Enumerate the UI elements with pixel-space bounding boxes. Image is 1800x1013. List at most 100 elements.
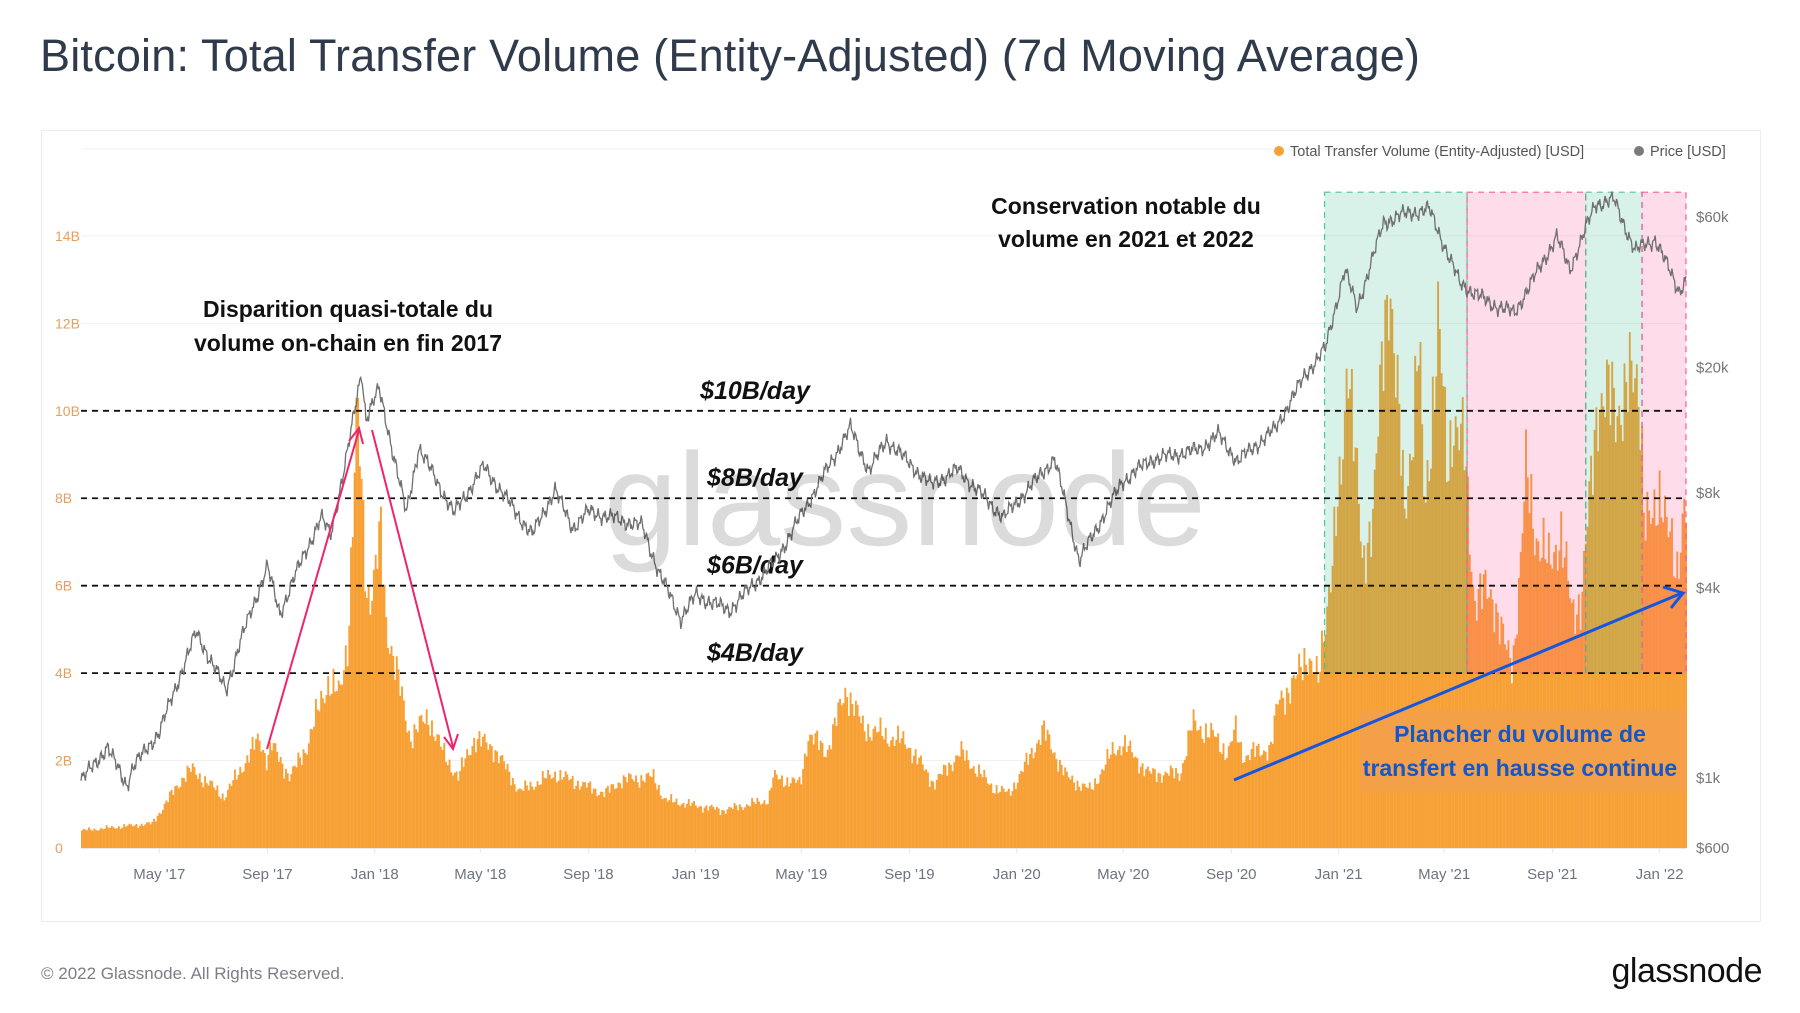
volume-bar <box>677 804 680 848</box>
x-tick-label: Sep '20 <box>1206 866 1256 883</box>
volume-bar <box>795 782 798 848</box>
volume-bar <box>974 773 977 848</box>
volume-bar <box>1148 771 1151 848</box>
volume-bar <box>346 666 349 848</box>
volume-bar <box>1245 755 1248 848</box>
legend-price-label[interactable]: Price [USD] <box>1650 144 1726 160</box>
volume-bar <box>664 797 667 848</box>
volume-bar <box>258 740 261 848</box>
volume-bar <box>740 807 743 848</box>
volume-bar <box>526 785 528 848</box>
x-tick-label: Jan '20 <box>993 866 1041 883</box>
volume-bar <box>1382 391 1385 848</box>
volume-bar <box>381 585 384 848</box>
volume-bar <box>103 828 106 848</box>
volume-bar <box>524 780 527 848</box>
volume-bar <box>1370 557 1373 848</box>
volume-bar <box>860 723 863 848</box>
volume-bar <box>492 762 495 848</box>
volume-bar <box>1452 445 1455 848</box>
legend-volume-label[interactable]: Total Transfer Volume (Entity-Adjusted) … <box>1290 144 1584 160</box>
volume-bar <box>1584 543 1587 848</box>
volume-bar <box>993 793 996 848</box>
volume-bar <box>552 777 555 848</box>
volume-bar <box>1190 730 1193 848</box>
volume-bar <box>1315 655 1318 848</box>
volume-bar <box>1125 752 1128 848</box>
volume-bar <box>941 774 944 848</box>
volume-bar <box>1426 459 1429 848</box>
volume-bar <box>958 756 961 848</box>
volume-bar <box>1155 781 1158 848</box>
volume-bar <box>167 802 170 848</box>
volume-bar <box>715 806 718 848</box>
volume-bar <box>395 656 398 848</box>
volume-bar <box>202 787 205 848</box>
reference-line-label: $4B/day <box>706 639 804 667</box>
volume-bar <box>770 787 773 848</box>
volume-bar <box>598 795 601 848</box>
volume-bar <box>1333 506 1336 848</box>
volume-bar <box>872 728 875 848</box>
volume-bar <box>965 750 968 848</box>
volume-bar <box>893 745 896 848</box>
volume-bar <box>670 794 673 848</box>
volume-bar <box>972 766 975 848</box>
volume-bar <box>450 772 453 848</box>
volume-bar <box>979 773 982 848</box>
volume-bar <box>554 771 557 848</box>
volume-bar <box>1153 769 1156 848</box>
volume-bar <box>1252 742 1255 848</box>
volume-bar <box>749 806 752 848</box>
volume-bar <box>703 807 706 848</box>
volume-bar <box>267 754 270 848</box>
volume-bar <box>184 781 187 848</box>
volume-bar <box>158 812 161 848</box>
volume-bar <box>494 750 497 848</box>
volume-bar <box>318 711 321 848</box>
annotation-left-line1: Disparition quasi-totale du <box>203 296 493 322</box>
volume-bar <box>1607 364 1610 848</box>
volume-bar <box>1349 389 1352 848</box>
volume-bar <box>172 794 175 848</box>
volume-bar <box>1255 745 1258 848</box>
volume-bar <box>1034 752 1037 848</box>
volume-bar <box>890 740 892 848</box>
volume-bar <box>1521 533 1524 848</box>
volume-bar <box>142 826 145 848</box>
volume-bar <box>654 783 657 848</box>
volume-bar <box>1317 682 1320 848</box>
volume-bar <box>876 732 878 848</box>
volume-bar <box>1655 525 1658 848</box>
volume-bar <box>91 830 94 848</box>
volume-bar <box>921 764 924 848</box>
volume-bar <box>1006 791 1009 848</box>
y-left-tick-label: 8B <box>55 490 72 506</box>
volume-bar <box>174 786 177 848</box>
volume-bar <box>228 783 231 848</box>
volume-bar <box>735 805 738 848</box>
volume-bar <box>1213 736 1216 848</box>
glassnode-logo[interactable]: glassnode <box>1611 952 1762 990</box>
volume-bar <box>916 764 919 848</box>
volume-bar <box>1597 451 1600 848</box>
volume-bar <box>900 738 903 848</box>
volume-bar <box>620 788 623 848</box>
volume-bar <box>1403 508 1406 848</box>
volume-bar <box>116 828 119 848</box>
volume-bar <box>1292 674 1295 848</box>
volume-bar <box>207 785 210 848</box>
volume-bar <box>737 810 739 848</box>
volume-bar <box>1215 736 1218 848</box>
volume-bar <box>1201 738 1204 848</box>
volume-bar <box>738 804 741 848</box>
volume-bar <box>686 803 688 848</box>
volume-bar <box>279 756 282 848</box>
volume-bar <box>1217 733 1220 848</box>
legend: Total Transfer Volume (Entity-Adjusted) … <box>1274 144 1726 160</box>
volume-bar <box>839 698 841 848</box>
volume-bar <box>1613 387 1615 848</box>
volume-bar <box>642 780 644 848</box>
volume-bar <box>561 779 564 848</box>
